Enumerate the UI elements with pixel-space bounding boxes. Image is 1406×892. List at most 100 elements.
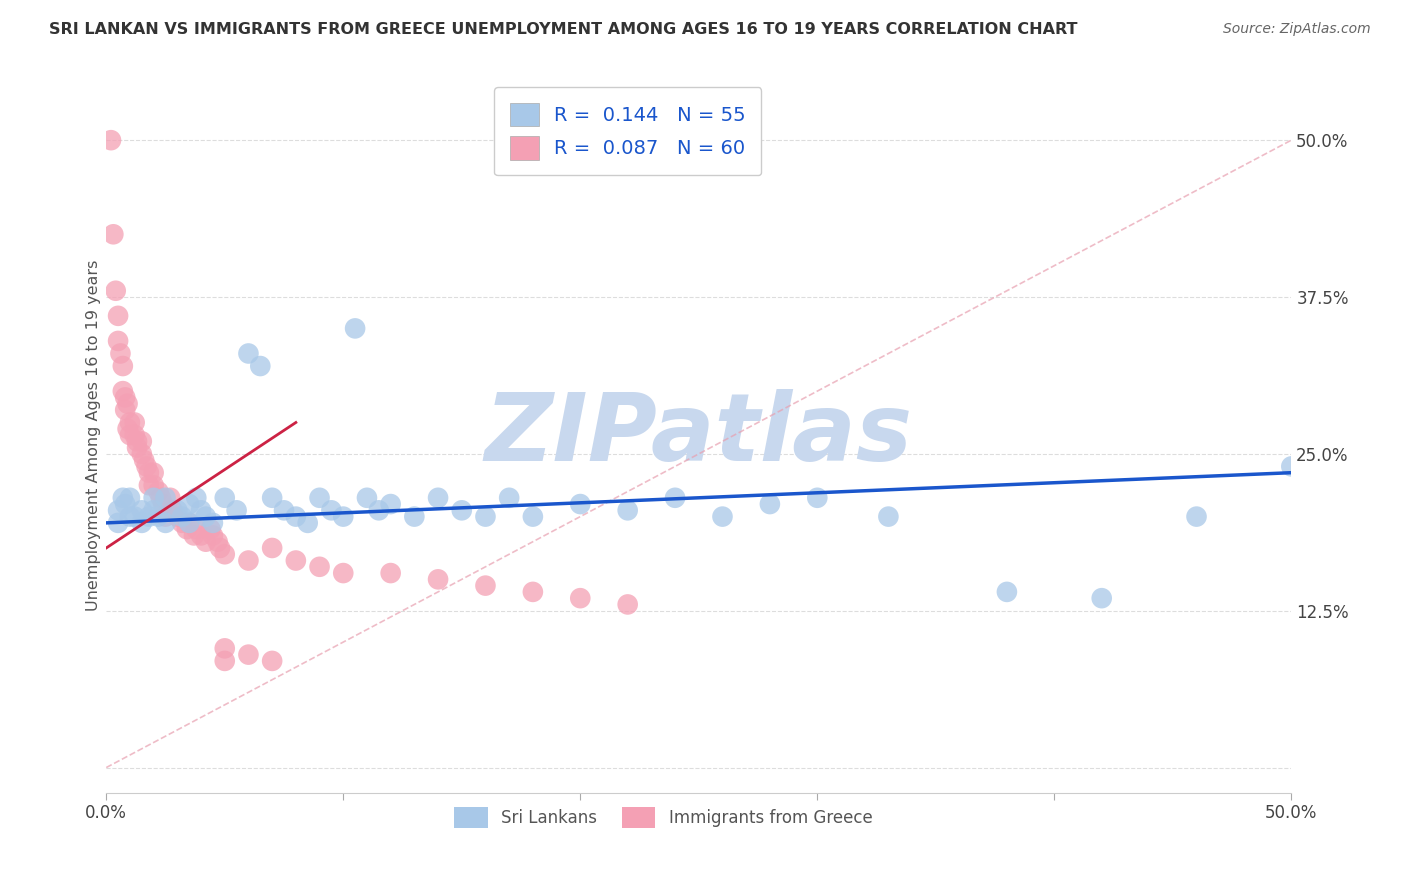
Point <box>179 516 201 530</box>
Point <box>124 509 146 524</box>
Point <box>450 503 472 517</box>
Point <box>138 509 160 524</box>
Point <box>149 491 172 505</box>
Point <box>356 491 378 505</box>
Point <box>1185 509 1208 524</box>
Point <box>262 541 284 555</box>
Point <box>155 516 177 530</box>
Point <box>117 422 139 436</box>
Point <box>152 497 174 511</box>
Point <box>131 447 153 461</box>
Legend: Sri Lankans, Immigrants from Greece: Sri Lankans, Immigrants from Greece <box>447 801 879 834</box>
Point <box>114 497 136 511</box>
Point <box>166 503 188 517</box>
Point <box>131 503 153 517</box>
Point <box>131 516 153 530</box>
Point <box>125 441 148 455</box>
Point <box>104 284 127 298</box>
Point <box>427 491 450 505</box>
Point <box>214 491 236 505</box>
Point <box>110 346 132 360</box>
Point <box>134 453 156 467</box>
Point <box>569 497 592 511</box>
Point <box>1279 459 1302 474</box>
Point <box>107 309 129 323</box>
Point <box>308 491 330 505</box>
Text: Source: ZipAtlas.com: Source: ZipAtlas.com <box>1223 22 1371 37</box>
Point <box>238 648 260 662</box>
Point <box>148 509 170 524</box>
Point <box>474 509 496 524</box>
Point <box>124 428 146 442</box>
Point <box>522 585 544 599</box>
Point <box>201 528 224 542</box>
Point <box>103 227 125 242</box>
Point <box>186 522 208 536</box>
Point <box>111 491 134 505</box>
Point <box>474 579 496 593</box>
Point <box>190 528 212 542</box>
Point <box>214 654 236 668</box>
Point <box>100 133 122 147</box>
Point <box>142 491 165 505</box>
Point <box>138 466 160 480</box>
Point <box>1091 591 1114 606</box>
Point <box>142 478 165 492</box>
Point <box>179 497 201 511</box>
Point <box>200 522 222 536</box>
Point <box>207 534 229 549</box>
Point <box>321 503 343 517</box>
Point <box>131 434 153 449</box>
Point <box>201 516 224 530</box>
Point <box>238 346 260 360</box>
Point <box>148 484 170 499</box>
Text: ZIPatlas: ZIPatlas <box>485 389 912 481</box>
Point <box>332 509 354 524</box>
Point <box>616 503 638 517</box>
Point <box>664 491 686 505</box>
Point <box>118 428 141 442</box>
Point <box>262 491 284 505</box>
Point <box>284 553 307 567</box>
Point <box>142 503 165 517</box>
Point <box>297 516 319 530</box>
Point <box>107 516 129 530</box>
Point <box>142 466 165 480</box>
Point <box>172 516 194 530</box>
Point <box>380 497 402 511</box>
Point <box>344 321 367 335</box>
Point <box>238 553 260 567</box>
Point <box>522 509 544 524</box>
Text: SRI LANKAN VS IMMIGRANTS FROM GREECE UNEMPLOYMENT AMONG AGES 16 TO 19 YEARS CORR: SRI LANKAN VS IMMIGRANTS FROM GREECE UNE… <box>49 22 1078 37</box>
Point <box>225 503 247 517</box>
Point <box>114 391 136 405</box>
Point <box>118 416 141 430</box>
Point <box>111 359 134 373</box>
Point <box>214 641 236 656</box>
Point <box>308 559 330 574</box>
Point <box>114 403 136 417</box>
Point <box>183 528 205 542</box>
Point <box>155 491 177 505</box>
Point <box>190 503 212 517</box>
Y-axis label: Unemployment Among Ages 16 to 19 years: Unemployment Among Ages 16 to 19 years <box>86 260 101 611</box>
Point <box>427 572 450 586</box>
Point <box>162 503 184 517</box>
Point <box>404 509 426 524</box>
Point <box>125 434 148 449</box>
Point <box>367 503 389 517</box>
Point <box>877 509 900 524</box>
Point <box>759 497 782 511</box>
Point <box>711 509 734 524</box>
Point <box>249 359 271 373</box>
Point <box>186 491 208 505</box>
Point <box>332 566 354 580</box>
Point <box>995 585 1018 599</box>
Point <box>380 566 402 580</box>
Point <box>179 516 201 530</box>
Point <box>284 509 307 524</box>
Point <box>616 598 638 612</box>
Point <box>155 509 177 524</box>
Point <box>117 397 139 411</box>
Point <box>273 503 295 517</box>
